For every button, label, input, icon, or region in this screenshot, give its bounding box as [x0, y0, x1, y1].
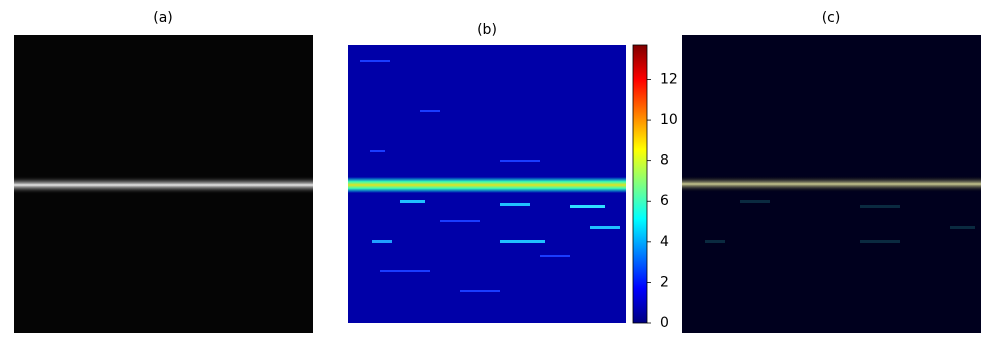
image-c-band: [682, 176, 981, 192]
colorbar-tick-label: 6: [660, 193, 669, 209]
colorbar-tick-label: 4: [660, 234, 669, 250]
colorbar-tick-label: 8: [660, 153, 669, 169]
colorbar: [632, 44, 648, 324]
panel-title: (c): [822, 10, 841, 26]
image-b-band: [348, 177, 626, 193]
image-a-band: [14, 176, 313, 194]
panel-title: (b): [477, 22, 497, 38]
image-b-speckles: [360, 60, 620, 292]
panel-title: (a): [153, 10, 173, 26]
colorbar-tick-label: 0: [660, 315, 669, 331]
colorbar-tick-label: 10: [660, 112, 678, 128]
colorbar-tick-label: 2: [660, 274, 669, 290]
image-c-speckles: [705, 200, 975, 243]
colorbar-tick-label: 12: [660, 71, 678, 87]
